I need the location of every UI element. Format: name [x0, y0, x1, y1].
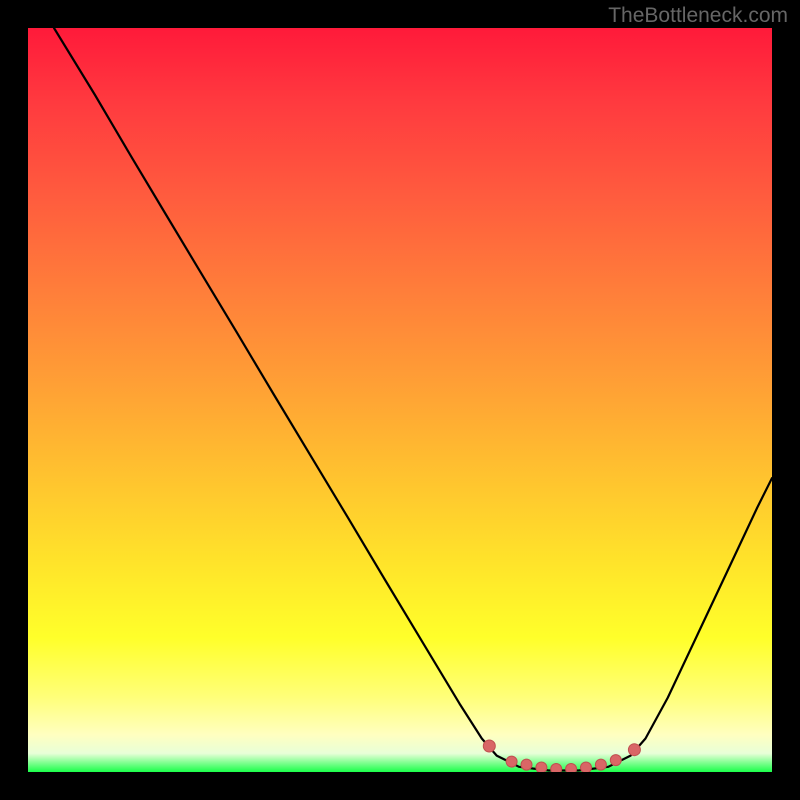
curve-marker — [551, 764, 562, 773]
curve-marker — [536, 762, 547, 772]
watermark-text: TheBottleneck.com — [608, 4, 788, 28]
curve-marker — [628, 744, 640, 756]
bottleneck-curve — [54, 28, 772, 771]
curve-marker — [595, 759, 606, 770]
chart-plot-area — [28, 28, 772, 772]
curve-marker — [483, 740, 495, 752]
curve-marker — [581, 762, 592, 772]
curve-bottom-markers — [483, 740, 640, 772]
chart-curve-layer — [28, 28, 772, 772]
curve-marker — [506, 756, 517, 767]
curve-marker — [566, 764, 577, 773]
curve-marker — [521, 759, 532, 770]
curve-marker — [610, 755, 621, 766]
